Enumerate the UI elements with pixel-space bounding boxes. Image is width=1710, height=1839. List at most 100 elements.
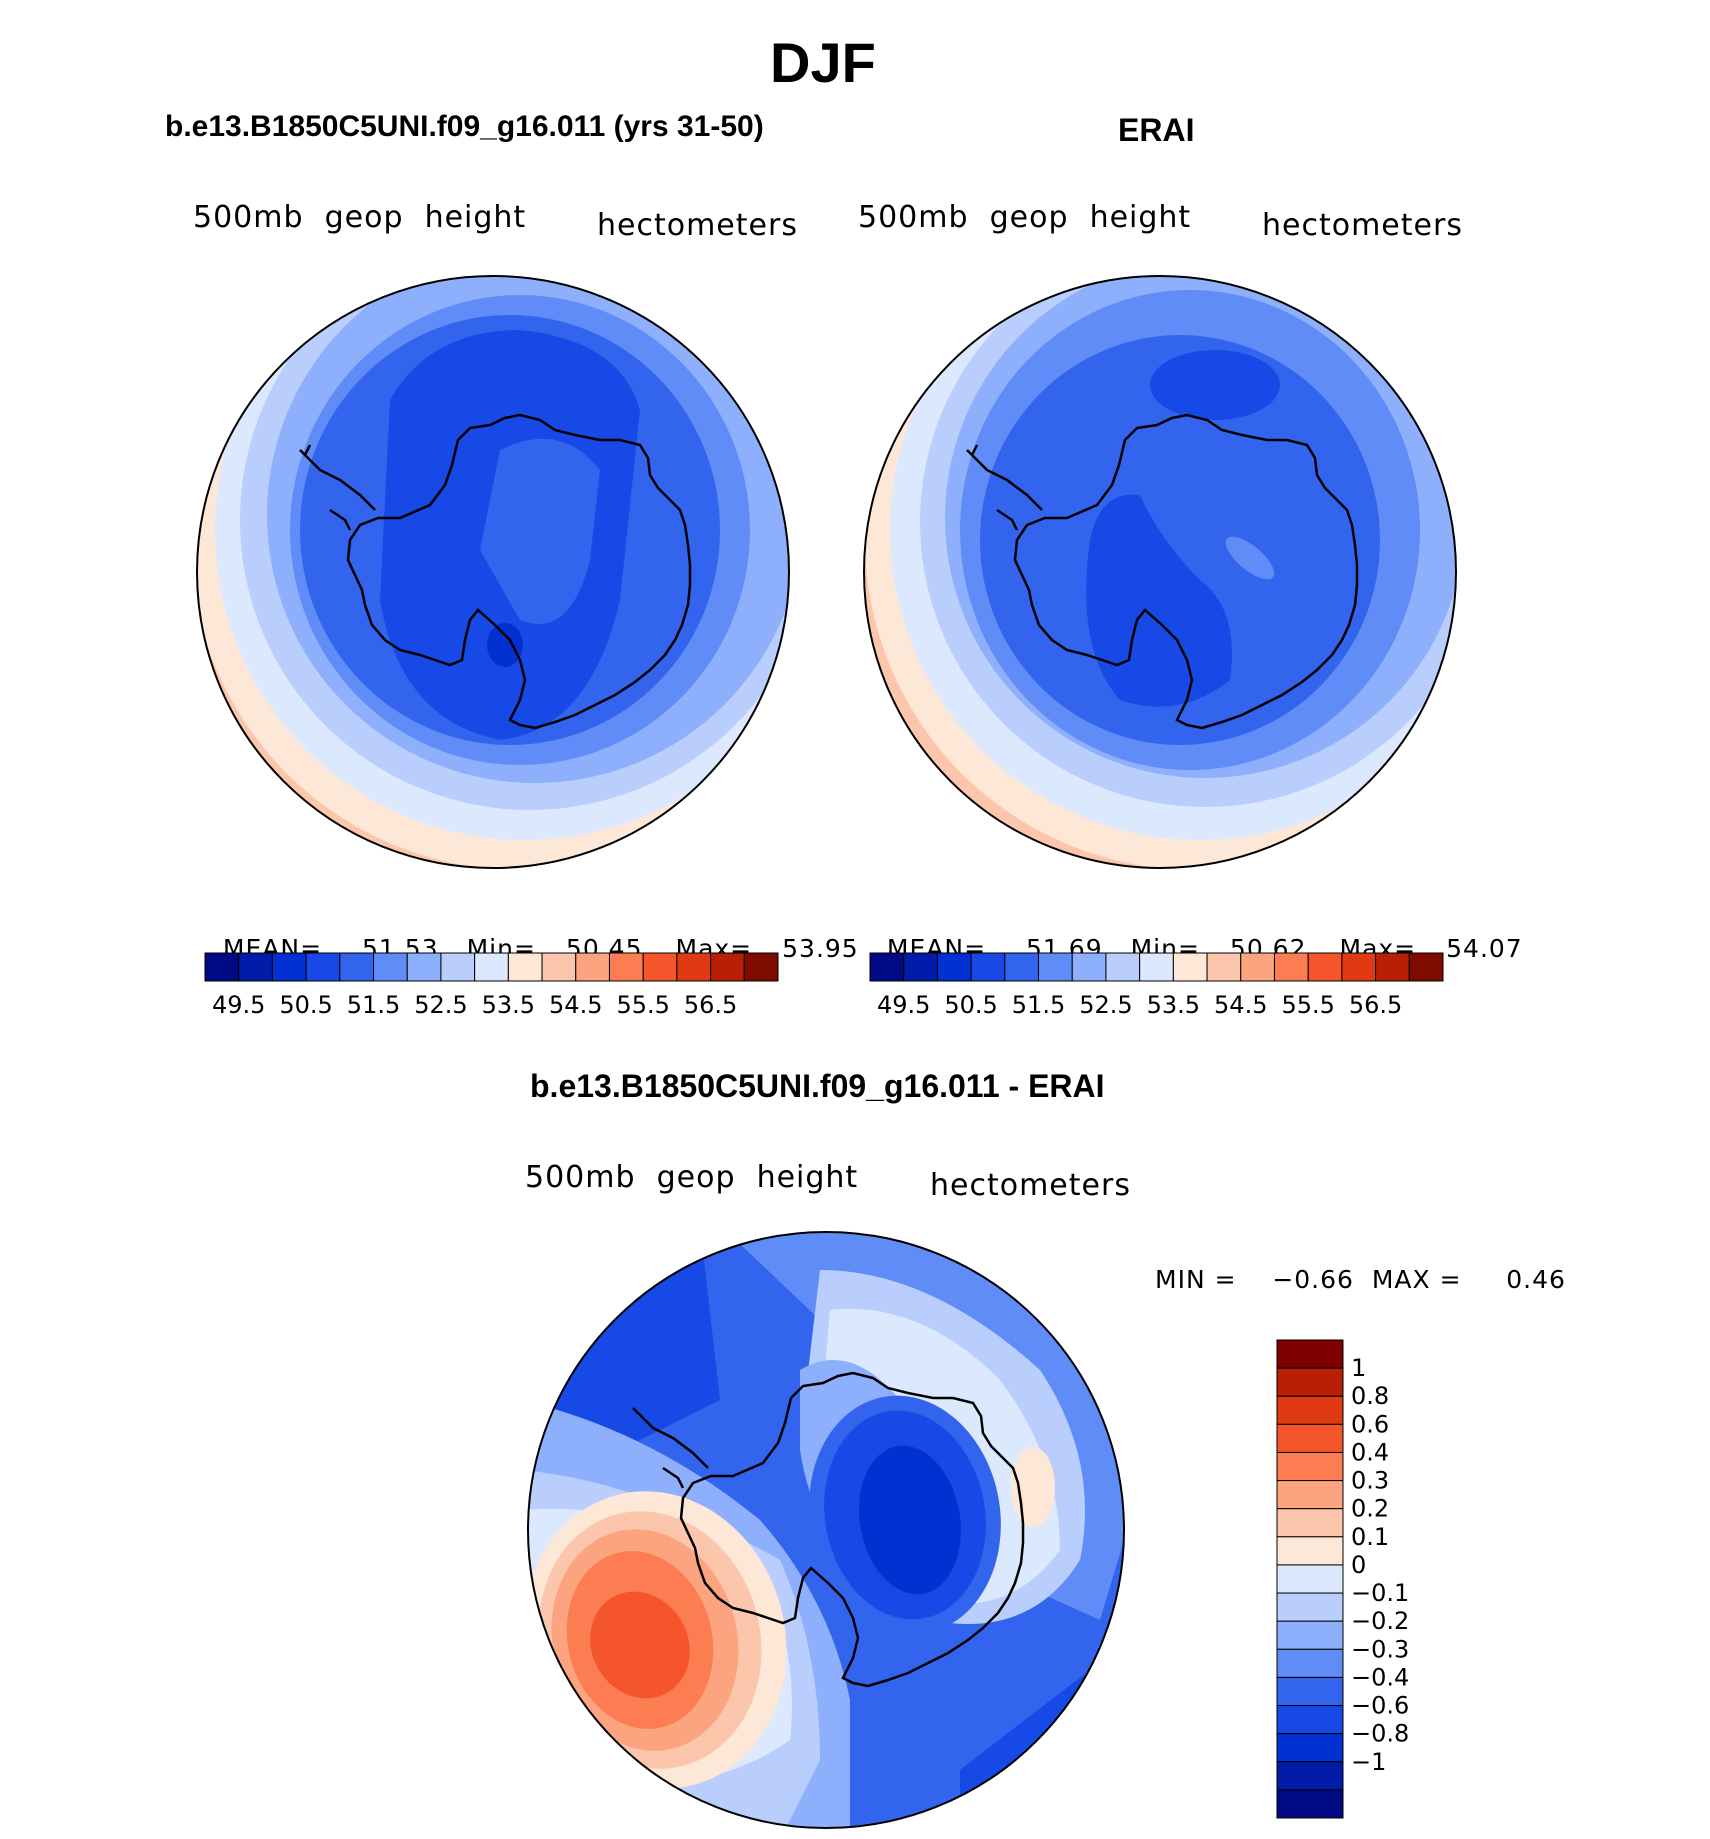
colorbar-swatch xyxy=(305,952,341,982)
colorbar-swatch xyxy=(1276,1648,1344,1678)
colorbar-swatch xyxy=(1276,1620,1344,1650)
colorbar-tick-label: 53.5 xyxy=(482,991,535,1019)
colorbar-swatch xyxy=(1276,1733,1344,1763)
colorbar-swatch xyxy=(1276,1705,1344,1735)
colorbar-tick-label: 50.5 xyxy=(944,991,997,1019)
colorbar-swatch xyxy=(507,952,543,982)
colorbar-swatch xyxy=(1276,1423,1344,1453)
colorbar-tick-label: 49.5 xyxy=(877,991,930,1019)
colorbar-tick-label: 0.2 xyxy=(1351,1495,1389,1523)
colorbar-tick-label: 55.5 xyxy=(1281,991,1334,1019)
colorbar-swatch xyxy=(1408,952,1444,982)
colorbar-swatch xyxy=(608,952,644,982)
colorbar-swatch xyxy=(642,952,678,982)
colorbar-swatch xyxy=(1276,1367,1344,1397)
colorbar-swatch xyxy=(903,952,938,982)
colorbar-swatch xyxy=(743,952,779,982)
colorbar-tick-label: 53.5 xyxy=(1147,991,1200,1019)
colorbar-difference: 10.80.60.40.30.20.10−0.1−0.2−0.3−0.4−0.6… xyxy=(1276,1339,1409,1819)
colorbar-swatch xyxy=(1276,1536,1344,1566)
panel-title-model: b.e13.B1850C5UNI.f09_g16.011 (yrs 31-50) xyxy=(165,110,764,143)
colorbar-swatch xyxy=(1273,952,1309,982)
colorbar-swatch xyxy=(373,952,408,982)
colorbar-swatch xyxy=(1375,952,1410,982)
colorbar-tick-label: 51.5 xyxy=(347,991,400,1019)
colorbar-swatch xyxy=(1307,952,1343,982)
colorbar-swatch xyxy=(1276,1676,1344,1707)
diff-panel-title: b.e13.B1850C5UNI.f09_g16.011 - ERAI xyxy=(530,1068,1105,1104)
colorbar-model: 49.5 50.5 51.5 52.5 53.5 54.5 55.5 56.5 xyxy=(204,952,779,1019)
diff-minmax-label: MIN = −0.66 MAX = 0.46 xyxy=(1155,1265,1566,1294)
colorbar-tick-label: 0.3 xyxy=(1351,1467,1389,1495)
colorbar-swatch xyxy=(1038,952,1073,982)
colorbar-erai: 49.5 50.5 51.5 52.5 53.5 54.5 55.5 56.5 xyxy=(869,952,1444,1019)
map-model-border xyxy=(196,275,790,869)
map-difference-border xyxy=(527,1231,1125,1829)
colorbar-swatch xyxy=(936,952,972,982)
map-model-mean xyxy=(197,276,789,868)
colorbar-swatch xyxy=(271,952,307,982)
colorbar-swatch xyxy=(1240,952,1275,982)
panel1-variable-label: 500mb geop height xyxy=(193,200,527,235)
panel1-max-value: 53.95 xyxy=(782,934,859,963)
diff-units-label: hectometers xyxy=(930,1168,1131,1203)
colorbar-swatch xyxy=(1139,952,1174,982)
colorbar-tick-label: −0.1 xyxy=(1351,1579,1409,1607)
diff-variable-label: 500mb geop height xyxy=(525,1160,859,1195)
colorbar-tick-label: −0.6 xyxy=(1351,1692,1409,1720)
colorbar-swatch xyxy=(1276,1761,1344,1791)
colorbar-tick-label: 1 xyxy=(1351,1354,1366,1382)
colorbar-swatch xyxy=(710,952,745,982)
panel1-units-label: hectometers xyxy=(597,208,798,243)
colorbar-swatch xyxy=(406,952,442,982)
colorbar-swatch xyxy=(869,952,905,982)
colorbar-tick-label: 55.5 xyxy=(616,991,669,1019)
colorbar-swatch xyxy=(1105,952,1141,982)
colorbar-tick-label: 51.5 xyxy=(1012,991,1065,1019)
colorbar-tick-label: 56.5 xyxy=(1349,991,1402,1019)
colorbar-swatch xyxy=(1276,1508,1344,1538)
colorbar-swatch xyxy=(204,952,240,982)
colorbar-swatch xyxy=(474,952,509,982)
colorbar-tick-label: −0.2 xyxy=(1351,1607,1409,1635)
colorbar-swatch xyxy=(339,952,375,982)
antarctica-coastline-diff xyxy=(632,1371,1025,1688)
panel-title-obs: ERAI xyxy=(1118,112,1195,148)
colorbar-swatch xyxy=(440,952,476,982)
colorbar-swatch xyxy=(1071,952,1107,982)
colorbar-tick-label: 50.5 xyxy=(279,991,332,1019)
panel2-variable-label: 500mb geop height xyxy=(858,200,1192,235)
colorbar-swatch xyxy=(575,952,610,982)
colorbar-tick-label: −0.8 xyxy=(1351,1720,1409,1748)
colorbar-tick-label: 54.5 xyxy=(1214,991,1267,1019)
map-erai-border xyxy=(863,275,1457,869)
colorbar-swatch xyxy=(1276,1395,1344,1425)
colorbar-tick-label: −0.3 xyxy=(1351,1635,1409,1663)
colorbar-swatch xyxy=(970,952,1006,982)
colorbar-tick-label: 52.5 xyxy=(414,991,467,1019)
colorbar-swatch xyxy=(1276,1339,1344,1369)
colorbar-swatch xyxy=(541,952,577,982)
colorbar-tick-label: 0 xyxy=(1351,1551,1366,1579)
colorbar-tick-label: 0.4 xyxy=(1351,1438,1389,1466)
colorbar-tick-label: 54.5 xyxy=(549,991,602,1019)
map-erai-mean xyxy=(864,276,1456,868)
colorbar-tick-label: 0.6 xyxy=(1351,1410,1389,1438)
colorbar-swatch xyxy=(1276,1789,1344,1819)
colorbar-swatch xyxy=(1276,1592,1344,1622)
colorbar-swatch xyxy=(1276,1480,1344,1510)
colorbar-swatch xyxy=(1206,952,1242,982)
colorbar-tick-label: −1 xyxy=(1351,1748,1386,1776)
colorbar-tick-label: 0.8 xyxy=(1351,1382,1389,1410)
panel2-max-value: 54.07 xyxy=(1446,934,1523,963)
colorbar-swatch xyxy=(238,952,273,982)
antarctica-coastline-erai xyxy=(966,413,1359,730)
colorbar-tick-label: 49.5 xyxy=(212,991,265,1019)
colorbar-swatch xyxy=(1004,952,1040,982)
colorbar-swatch xyxy=(1276,1451,1344,1482)
map-difference xyxy=(528,1232,1124,1828)
colorbar-tick-label: 52.5 xyxy=(1079,991,1132,1019)
panel2-units-label: hectometers xyxy=(1262,208,1463,243)
colorbar-swatch xyxy=(1341,952,1377,982)
